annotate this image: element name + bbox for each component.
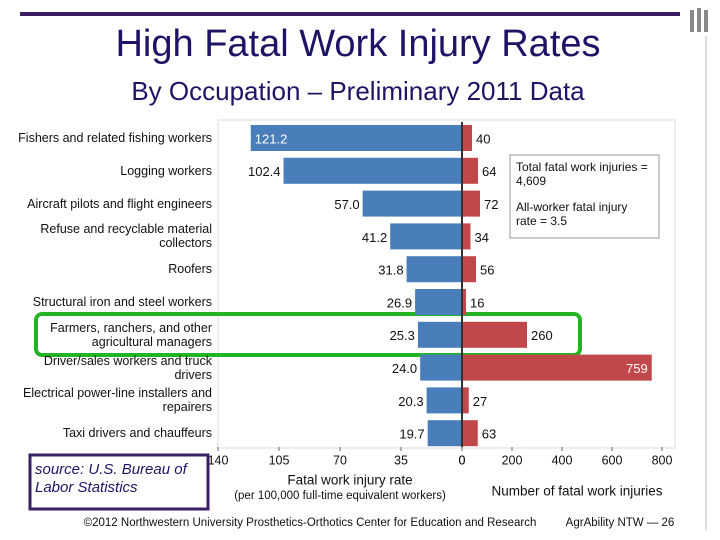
x-tick-label: 0 <box>459 453 466 467</box>
bar <box>462 256 476 283</box>
x-tick-label: 0 <box>459 453 466 467</box>
x-tick-label: 600 <box>602 453 623 467</box>
value-label: 19.7 <box>399 427 424 442</box>
x-tick-label: 70 <box>333 453 347 467</box>
x-axis-note: (per 100,000 full-time equivalent worker… <box>234 490 446 502</box>
bar <box>462 223 471 250</box>
bar <box>462 190 480 217</box>
bar <box>462 354 652 381</box>
bar <box>427 420 462 447</box>
bar <box>417 321 462 348</box>
x-tick-label: 400 <box>552 453 573 467</box>
value-label: 64 <box>482 164 496 179</box>
category-label: Electrical power-line installers and rep… <box>23 386 212 415</box>
slide-title: High Fatal Work Injury Rates <box>115 23 600 65</box>
highlight-box <box>34 312 582 357</box>
value-label: 25.3 <box>390 328 415 343</box>
bar <box>250 125 462 151</box>
bar <box>283 157 462 184</box>
source-box <box>28 453 210 511</box>
value-label: 63 <box>482 427 496 442</box>
bar <box>415 289 462 315</box>
category-label: Taxi drivers and chauffeurs <box>62 426 212 441</box>
x-tick-label: 140 <box>208 453 229 467</box>
value-label: 31.8 <box>378 263 403 278</box>
annotation: Total fatal work injuries = 4,609 <box>516 160 648 188</box>
value-label: 260 <box>531 328 553 343</box>
bar <box>426 387 462 414</box>
value-label: 72 <box>484 197 498 212</box>
value-label: 40 <box>476 131 490 146</box>
category-label: Structural iron and steel workers <box>32 295 212 309</box>
value-label: 26.9 <box>387 295 412 310</box>
bar <box>420 354 462 381</box>
value-label: 24.0 <box>392 361 417 376</box>
bar <box>362 190 462 217</box>
bar <box>406 256 462 283</box>
bar <box>462 125 472 151</box>
value-label: 102.4 <box>248 164 281 179</box>
value-label: 121.2 <box>255 131 288 146</box>
annotation-box <box>509 154 660 239</box>
bar <box>462 321 527 348</box>
x-tick-label: 35 <box>394 453 408 467</box>
footer-left: ©2012 Northwestern University Prosthetic… <box>84 517 537 529</box>
category-label: Refuse and recyclable material collector… <box>40 222 212 251</box>
value-label: 16 <box>470 295 484 310</box>
source-text: source: U.S. Bureau of Labor Statistics <box>35 461 187 496</box>
slide-subtitle: By Occupation – Preliminary 2011 Data <box>131 76 585 106</box>
category-label: Farmers, ranchers, and other agricultura… <box>50 320 212 349</box>
bar <box>462 387 469 414</box>
x-axis-title: Fatal work injury rate <box>287 473 412 488</box>
value-label: 759 <box>626 361 648 376</box>
logo <box>690 8 708 32</box>
value-label: 20.3 <box>398 394 423 409</box>
x-axis-title: Number of fatal work injuries <box>491 484 662 499</box>
category-label: Roofers <box>168 262 212 277</box>
bar <box>390 223 462 250</box>
annotation: All-worker fatal injury rate = 3.5 <box>516 200 628 228</box>
x-tick-label: 200 <box>502 453 523 467</box>
bar <box>462 420 478 447</box>
category-label: Aircraft pilots and flight engineers <box>27 196 212 211</box>
value-label: 56 <box>480 263 494 278</box>
value-label: 27 <box>473 394 487 409</box>
value-label: 41.2 <box>362 230 387 245</box>
value-label: 57.0 <box>334 197 359 212</box>
x-tick-label: 800 <box>652 453 673 467</box>
x-tick-label: 105 <box>269 453 290 467</box>
footer-right: AgrAbility NTW — 26 <box>566 517 675 529</box>
category-label: Fishers and related fishing workers <box>18 131 212 145</box>
bar <box>462 157 478 184</box>
value-label: 34 <box>475 230 489 245</box>
category-label: Driver/sales workers and truck drivers <box>43 353 212 382</box>
bar <box>462 289 466 315</box>
category-label: Logging workers <box>120 163 212 178</box>
